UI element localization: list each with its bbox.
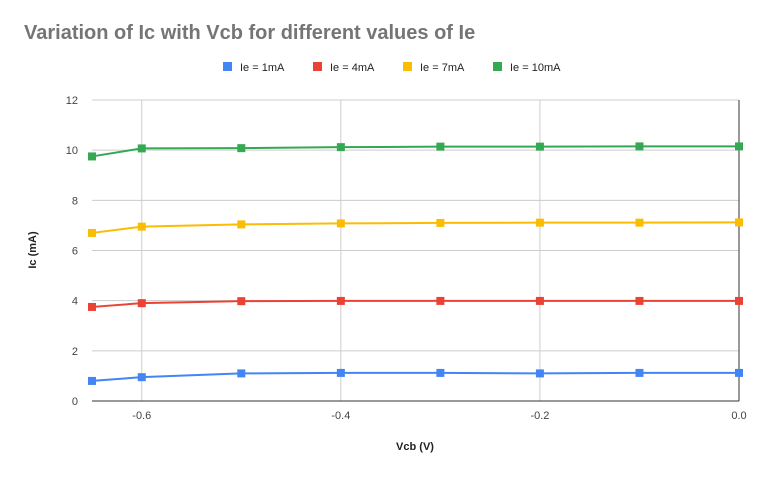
data-point [436, 142, 445, 151]
y-tick-label: 8 [72, 195, 78, 207]
data-point [336, 219, 345, 228]
data-point [137, 373, 146, 382]
legend-label: Ie = 1mA [240, 62, 285, 74]
data-point [735, 368, 743, 377]
series-line [91, 371, 739, 382]
data-point [535, 369, 544, 378]
y-tick-label: 10 [66, 145, 78, 157]
series-line [91, 221, 740, 234]
data-point [88, 228, 96, 237]
axes: 0 2 4 6 8 10 12 -0.6 -0.4 -0.2 0.0 [66, 95, 747, 422]
chart-title: Variation of Ic with Vcb for different v… [24, 22, 476, 44]
data-point [635, 368, 644, 377]
series-1 [88, 296, 743, 311]
series-line [91, 299, 739, 308]
data-point [436, 296, 445, 305]
data-point [237, 369, 246, 378]
data-point [635, 218, 644, 227]
data-point [88, 376, 96, 385]
x-axis-title: Vcb (V) [396, 441, 434, 453]
data-point [436, 368, 445, 377]
x-tick-label: -0.6 [132, 410, 151, 422]
series-0 [88, 368, 743, 385]
legend-swatch [223, 62, 232, 71]
legend-item: Ie = 4mA [313, 62, 375, 74]
data-point [535, 218, 544, 227]
data-point [137, 222, 146, 231]
data-point [237, 220, 246, 229]
legend: Ie = 1mA Ie = 4mA Ie = 7mA Ie = 10mA [223, 62, 561, 74]
x-tick-label: -0.4 [331, 410, 350, 422]
legend-label: Ie = 4mA [330, 62, 375, 74]
legend-label: Ie = 10mA [510, 62, 561, 74]
y-tick-label: 6 [72, 246, 78, 258]
data-point [237, 144, 246, 153]
legend-swatch [493, 62, 502, 71]
legend-label: Ie = 7mA [420, 62, 465, 74]
x-tick-label: 0.0 [731, 410, 746, 422]
data-point [635, 142, 644, 151]
data-point [735, 296, 743, 305]
data-point [735, 218, 743, 227]
data-point [137, 299, 146, 308]
legend-swatch [313, 62, 322, 71]
series-line [91, 145, 739, 158]
y-tick-label: 0 [72, 396, 78, 408]
data-point [88, 152, 96, 161]
data-point [137, 144, 146, 153]
data-point [436, 218, 445, 227]
data-point [237, 297, 246, 306]
series-layer [88, 142, 743, 385]
legend-item: Ie = 10mA [493, 62, 561, 74]
data-point [735, 142, 743, 151]
data-point [336, 368, 345, 377]
y-tick-label: 4 [72, 296, 78, 308]
legend-swatch [403, 62, 412, 71]
data-point [535, 142, 544, 151]
y-axis-title: Ic (mA) [27, 231, 39, 269]
x-tick-label: -0.2 [530, 410, 549, 422]
legend-item: Ie = 1mA [223, 62, 285, 74]
y-tick-label: 12 [66, 95, 78, 107]
y-tick-label: 2 [72, 346, 78, 358]
data-point [88, 302, 96, 311]
legend-item: Ie = 7mA [403, 62, 465, 74]
data-point [336, 143, 345, 152]
data-point [336, 296, 345, 305]
data-point [535, 296, 544, 305]
series-3 [88, 142, 743, 161]
data-point [635, 296, 644, 305]
series-2 [88, 218, 743, 237]
